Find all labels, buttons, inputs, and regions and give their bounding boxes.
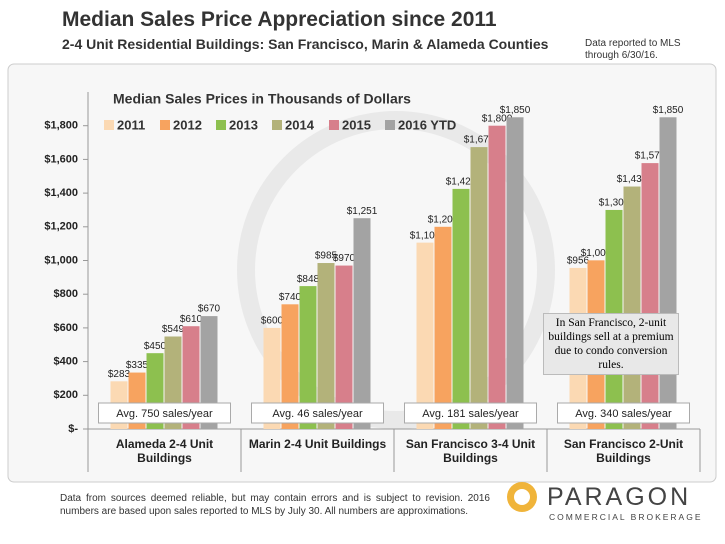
value-label: $1,578 xyxy=(635,151,666,162)
bar xyxy=(317,263,335,429)
legend-label: 2015 xyxy=(342,117,371,132)
value-label: $848 xyxy=(297,274,320,285)
y-tick-label: $- xyxy=(68,423,78,435)
y-tick-label: $1,000 xyxy=(44,254,78,266)
bar xyxy=(281,304,299,429)
bar xyxy=(641,163,659,429)
value-label: $970 xyxy=(333,253,356,264)
bar xyxy=(506,117,524,430)
annotation-box xyxy=(251,402,384,424)
bar xyxy=(452,188,470,429)
legend-label: 2014 xyxy=(285,117,315,132)
value-label: $740 xyxy=(279,292,302,303)
x-tick-label: San Francisco 2-Unit Buildings xyxy=(563,437,684,465)
plot-title: Median Sales Prices in Thousands of Doll… xyxy=(113,91,411,107)
logo-name: PARAGON xyxy=(547,483,692,511)
x-tick-label: Marin 2-4 Unit Buildings xyxy=(248,437,387,451)
legend-swatch xyxy=(272,120,282,130)
y-tick-label: $1,600 xyxy=(44,153,78,165)
legend-swatch xyxy=(329,120,339,130)
legend-swatch xyxy=(104,120,114,130)
annotation: Avg. 181 sales/year xyxy=(422,408,519,420)
value-label: $283 xyxy=(108,369,131,380)
annotation-box xyxy=(557,402,690,424)
y-tick-label: $1,800 xyxy=(44,120,78,132)
bar xyxy=(434,226,452,429)
legend-label: 2013 xyxy=(229,117,258,132)
value-label: $610 xyxy=(180,314,203,325)
bar xyxy=(299,286,317,429)
bar xyxy=(623,186,641,429)
value-label: $600 xyxy=(261,316,284,327)
value-label: $985 xyxy=(315,251,338,262)
logo-tagline: COMMERCIAL BROKERAGE xyxy=(549,512,703,522)
value-label: $1,800 xyxy=(482,113,513,124)
footer: Data from sources deemed reliable, but m… xyxy=(60,493,490,517)
legend-swatch xyxy=(216,120,226,130)
y-tick-label: $1,200 xyxy=(44,221,78,233)
value-label: $450 xyxy=(144,341,167,352)
bar xyxy=(335,265,353,429)
x-tick-label: San Francisco 3-4 Unit Buildings xyxy=(405,437,536,465)
y-tick-label: $800 xyxy=(54,288,78,300)
value-label: $1,251 xyxy=(347,206,378,217)
subtitle: 2-4 Unit Residential Buildings: San Fran… xyxy=(62,36,549,52)
value-label: $1,439 xyxy=(617,174,648,185)
logo-mark-inner xyxy=(514,489,530,505)
value-label: $1,425 xyxy=(446,177,477,188)
note: Data reported to MLS through 6/30/16. xyxy=(585,38,681,61)
bar xyxy=(353,218,371,429)
annotation: Avg. 750 sales/year xyxy=(116,408,213,420)
bar xyxy=(488,125,506,429)
value-label: $956 xyxy=(567,256,590,267)
callout: In San Francisco, 2-unit buildings sell … xyxy=(543,313,679,375)
legend-label: 2012 xyxy=(173,117,202,132)
value-label: $549 xyxy=(162,324,185,335)
value-label: $1,001 xyxy=(581,248,612,259)
y-tick-label: $600 xyxy=(54,322,78,334)
annotation: Avg. 340 sales/year xyxy=(575,408,672,420)
bar xyxy=(659,117,677,430)
watermark xyxy=(237,111,555,429)
y-tick-label: $200 xyxy=(54,389,78,401)
value-label: $1,850 xyxy=(653,105,684,116)
title: Median Sales Price Appreciation since 20… xyxy=(62,8,497,31)
bar xyxy=(470,147,488,430)
value-label: $1,200 xyxy=(428,214,459,225)
value-label: $670 xyxy=(198,304,221,315)
value-label: $1,106 xyxy=(410,230,441,241)
x-tick-label: Alameda 2-4 Unit Buildings xyxy=(115,437,214,465)
value-label: $335 xyxy=(126,360,149,371)
legend-label: 2011 xyxy=(117,117,145,132)
legend-swatch xyxy=(160,120,170,130)
y-tick-label: $1,400 xyxy=(44,187,78,199)
annotation-box xyxy=(404,402,537,424)
value-label: $1,850 xyxy=(500,105,531,116)
value-label: $1,300 xyxy=(599,198,630,209)
value-label: $1,673 xyxy=(464,135,495,146)
legend-label: 2016 YTD xyxy=(398,117,456,132)
y-tick-label: $400 xyxy=(54,356,78,368)
legend-swatch xyxy=(385,120,395,130)
bar xyxy=(200,316,218,429)
bar xyxy=(416,242,434,429)
annotation: Avg. 46 sales/year xyxy=(272,408,363,420)
annotation-box xyxy=(98,402,231,424)
